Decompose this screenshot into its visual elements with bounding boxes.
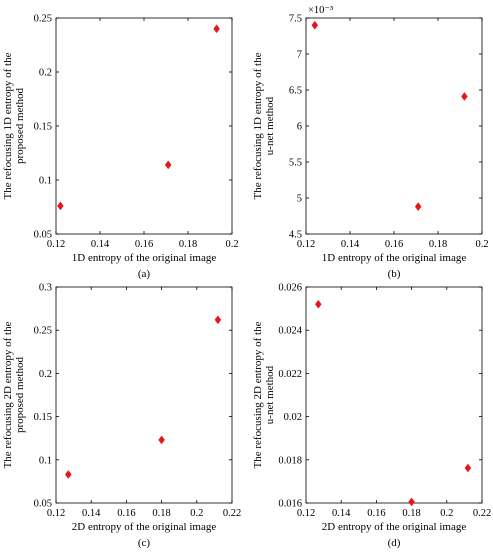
- x-tick-label: 0.22: [223, 508, 241, 519]
- x-tick-label: 0.12: [297, 239, 315, 250]
- x-tick-label: 0.2: [475, 239, 488, 250]
- panel-label: (d): [388, 537, 401, 549]
- y-axis-label-line: The refocusing 2D entropy of the: [2, 321, 14, 468]
- x-tick-label: 0.12: [297, 508, 315, 519]
- y-tick-label: 0.15: [34, 122, 52, 133]
- x-tick-label: 0.14: [332, 508, 351, 519]
- y-tick-label: 0.2: [39, 369, 52, 380]
- x-axis-label: 2D entropy of the original image: [72, 521, 217, 533]
- plot-frame: [55, 17, 233, 235]
- x-tick-label: 0.16: [117, 508, 135, 519]
- y-tick-label: 0.15: [34, 412, 52, 423]
- data-point-marker: [414, 202, 422, 212]
- x-tick-label: 0.18: [152, 508, 170, 519]
- y-axis-label-line: The refocusing 1D entropy of the: [2, 52, 14, 199]
- y-tick-label: 0.1: [39, 455, 52, 466]
- x-tick-label: 0.16: [367, 508, 385, 519]
- x-tick-label: 0.14: [82, 508, 101, 519]
- data-point-marker: [158, 435, 165, 445]
- y-tick-label: 0.024: [278, 326, 302, 337]
- y-axis-label-line: u-net method: [264, 96, 276, 155]
- y-tick-label: 0.2: [39, 68, 52, 79]
- plot-frame: [305, 17, 483, 235]
- x-tick-label: 0.14: [91, 239, 110, 250]
- y-tick-label: 0.25: [34, 14, 52, 25]
- y-tick-label: 6: [297, 122, 302, 133]
- panel-label: (c): [138, 537, 151, 549]
- y-axis-label-line: The refocusing 2D entropy of the: [252, 321, 264, 468]
- y-axis-label-line: The refocusing 1D entropy of the: [252, 52, 264, 199]
- data-point-marker: [213, 24, 220, 34]
- x-axis-label: 1D entropy of the original image: [322, 252, 467, 264]
- chart-panel-c: 0.12 0.14 0.16 0.18 0.2 0.22 0.05 0.1 0.15 0.2 0.2…: [2, 283, 241, 550]
- y-tick-label: 7: [297, 50, 302, 61]
- plot-frame: [305, 286, 483, 504]
- x-tick-label: 0.2: [225, 239, 238, 250]
- data-point-marker: [164, 160, 172, 170]
- data-point-marker: [57, 201, 64, 211]
- data-point-marker: [461, 92, 468, 101]
- plot-frame: [55, 286, 233, 504]
- y-tick-label: 0.018: [278, 455, 302, 466]
- y-axis-label-line: proposed method: [14, 87, 26, 164]
- x-tick-label: 0.12: [47, 239, 65, 250]
- x-axis-label: 2D entropy of the original image: [322, 521, 467, 533]
- x-tick-label: 0.14: [341, 239, 360, 250]
- y-tick-label: 0.05: [34, 230, 52, 241]
- x-tick-label: 0.18: [179, 239, 197, 250]
- x-tick-label: 0.2: [440, 508, 453, 519]
- y-tick-label: 0.022: [278, 369, 302, 380]
- chart-panel-d: 0.12 0.14 0.16 0.18 0.2 0.22 0.016 0.018 0.02 0.0…: [252, 283, 491, 550]
- y-tick-label: 0.016: [278, 499, 302, 510]
- data-point-marker: [311, 20, 319, 30]
- y-tick-label: 5: [297, 194, 302, 205]
- data-point-marker: [214, 315, 222, 325]
- y-tick-label: 0.02: [284, 412, 302, 423]
- data-point-marker: [315, 299, 322, 309]
- panel-label: (b): [388, 268, 401, 280]
- y-tick-label: 7.5: [289, 14, 302, 25]
- y-tick-label: 0.026: [278, 283, 302, 294]
- y-axis-label-line: proposed method: [14, 356, 26, 433]
- data-point-marker: [464, 463, 472, 473]
- x-tick-label: 0.18: [429, 239, 447, 250]
- x-tick-label: 0.16: [135, 239, 153, 250]
- x-axis-label: 1D entropy of the original image: [72, 252, 217, 264]
- x-tick-label: 0.18: [402, 508, 420, 519]
- chart-panel-b: 0.12 0.14 0.16 0.18 0.2 4.5 5 5.5 6 6.5 7 7.5 ×10⁻³ 1…: [252, 5, 489, 280]
- y-tick-label: 6.5: [289, 86, 302, 97]
- data-point-marker: [408, 497, 415, 507]
- y-tick-label: 5.5: [289, 158, 302, 169]
- y-tick-label: 0.25: [34, 326, 52, 337]
- y-exponent-label: ×10⁻³: [308, 5, 333, 16]
- x-tick-label: 0.2: [190, 508, 203, 519]
- x-tick-label: 0.12: [47, 508, 65, 519]
- x-tick-label: 0.16: [385, 239, 403, 250]
- chart-panel-a: 0.12 0.14 0.16 0.18 0.2 0.05 0.1 0.15 0.2 0.25 1D …: [2, 14, 239, 281]
- panel-label: (a): [138, 268, 151, 280]
- y-axis-label-line: u-net method: [264, 365, 276, 424]
- y-tick-label: 4.5: [289, 230, 302, 241]
- data-point-marker: [65, 470, 72, 479]
- y-tick-label: 0.1: [39, 176, 52, 187]
- x-tick-label: 0.22: [473, 508, 491, 519]
- y-tick-label: 0.05: [34, 499, 52, 510]
- y-tick-label: 0.3: [39, 283, 52, 294]
